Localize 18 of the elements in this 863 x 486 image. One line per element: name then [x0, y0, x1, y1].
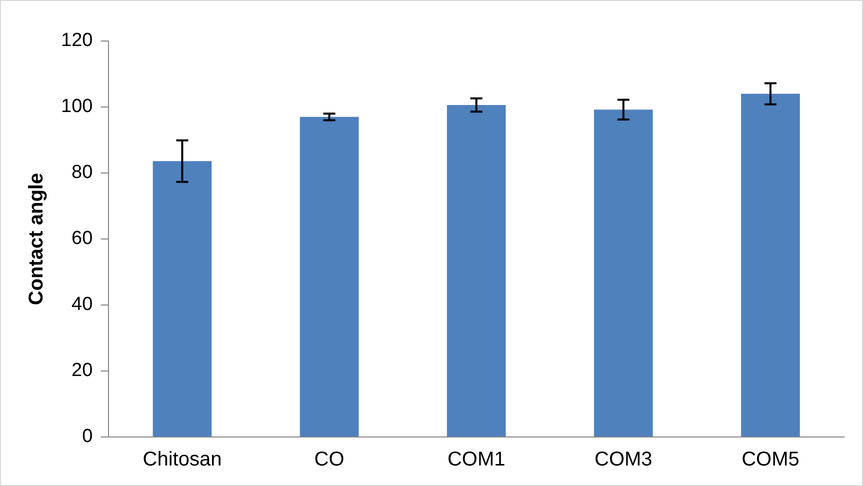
- y-tick-label: 100: [61, 96, 93, 118]
- x-tick-label: COM1: [447, 448, 506, 471]
- y-axis-title: Contact angle: [26, 172, 48, 306]
- x-tick-label: CO: [314, 448, 344, 471]
- bar: [741, 94, 800, 436]
- y-tick-label: 40: [72, 294, 93, 316]
- y-tick-label: 20: [72, 360, 93, 382]
- x-tick-label: COM5: [742, 448, 800, 471]
- y-tick-label: 80: [72, 162, 93, 184]
- x-tick-label: Chitosan: [142, 448, 222, 471]
- y-tick-label: 120: [61, 30, 93, 52]
- bar: [594, 110, 653, 436]
- bar: [152, 161, 212, 436]
- y-tick-label: 0: [82, 426, 93, 448]
- y-tick-label: 60: [72, 228, 93, 250]
- bar: [446, 105, 506, 436]
- x-tick-label: COM3: [594, 448, 652, 471]
- bar: [300, 116, 359, 436]
